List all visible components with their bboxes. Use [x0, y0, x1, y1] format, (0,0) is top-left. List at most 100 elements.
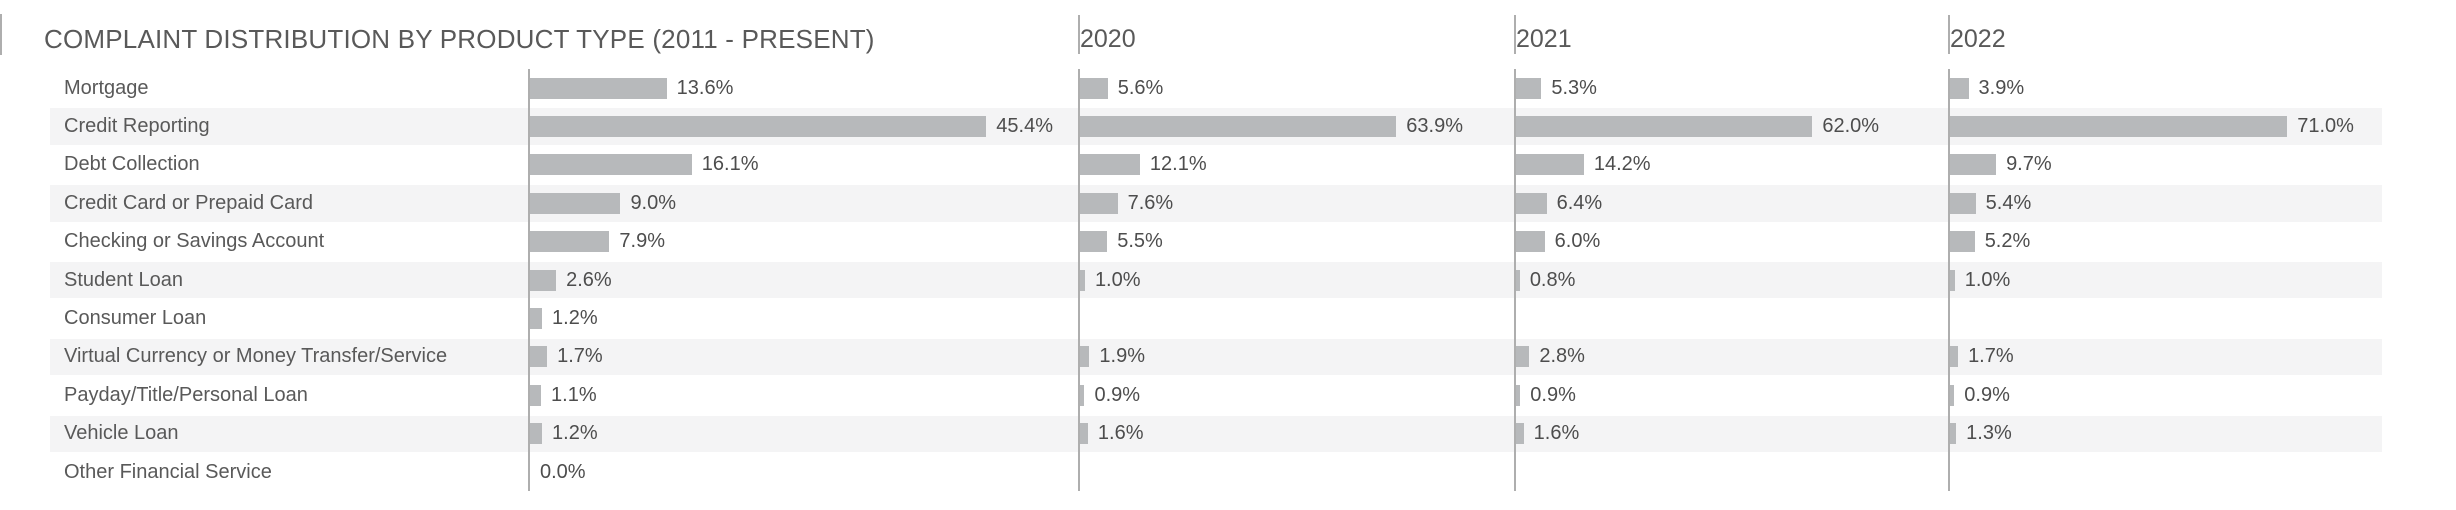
bar[interactable]: [1950, 77, 1969, 99]
chart-cell: 12.1%: [1078, 145, 1514, 185]
bar[interactable]: [1950, 116, 2288, 138]
value-label: 2.8%: [1539, 345, 1585, 368]
bar[interactable]: [1080, 192, 1118, 214]
chart-cell: 7.6%: [1078, 184, 1514, 223]
bar[interactable]: [1080, 384, 1085, 406]
chart-cell: 14.2%: [1514, 145, 1948, 185]
chart-cell: 1.2%: [528, 414, 1078, 453]
value-label: 1.2%: [552, 422, 598, 445]
category-label: Payday/Title/Personal Loan: [64, 383, 308, 406]
bar[interactable]: [530, 192, 621, 214]
chart-cell: 1.1%: [528, 376, 1078, 415]
chart-cell: 0.9%: [1514, 376, 1948, 415]
bar[interactable]: [530, 269, 557, 291]
table-row: Vehicle Loan 1.2% 1.6% 1.6% 1.3%: [0, 414, 2456, 453]
bar[interactable]: [1516, 116, 1813, 138]
value-label: 6.4%: [1556, 191, 1603, 214]
value-label: 3.9%: [1978, 76, 2025, 99]
value-label: 1.7%: [1968, 345, 2014, 368]
bar[interactable]: [1080, 269, 1085, 291]
chart-cell: 1.2%: [528, 299, 1078, 338]
bar[interactable]: [1516, 231, 1545, 253]
bar[interactable]: [1950, 423, 1957, 445]
bar[interactable]: [530, 154, 692, 176]
bar[interactable]: [1950, 269, 1955, 291]
bar[interactable]: [1516, 77, 1542, 99]
value-label: 45.4%: [996, 115, 1053, 138]
category-label: Consumer Loan: [64, 307, 207, 330]
table-row: Checking or Savings Account 7.9% 5.5% 6.0% 5…: [0, 222, 2456, 261]
chart-cell: 16.1%: [528, 145, 1078, 185]
value-label: 5.5%: [1117, 230, 1163, 253]
chart-cell: 7.9%: [528, 222, 1078, 261]
table-row: Credit Reporting 45.4% 63.9% 62.0% 71.0%: [0, 107, 2456, 146]
chart-header-row: COMPLAINT DISTRIBUTION BY PRODUCT TYPE (…: [0, 0, 2456, 69]
bar[interactable]: [1080, 154, 1140, 176]
value-label: 6.0%: [1554, 230, 1601, 253]
value-label: 1.2%: [552, 307, 598, 330]
category-label: Checking or Savings Account: [64, 230, 325, 253]
chart-cell: [1948, 299, 2382, 338]
chart-cell: 0.9%: [1948, 376, 2382, 415]
bar[interactable]: [1516, 192, 1547, 214]
bar[interactable]: [530, 346, 548, 368]
chart-cell: 1.7%: [1948, 337, 2382, 377]
category-label: Mortgage: [64, 76, 149, 99]
chart-cell: 5.3%: [1514, 69, 1948, 108]
value-label: 1.1%: [551, 383, 597, 406]
chart-cell: 0.9%: [1078, 376, 1514, 415]
bar[interactable]: [1950, 384, 1955, 406]
bar[interactable]: [1516, 346, 1530, 368]
chart-cell: 1.6%: [1514, 414, 1948, 453]
bar[interactable]: [530, 116, 987, 138]
value-label: 5.2%: [1984, 230, 2031, 253]
bar[interactable]: [1950, 154, 1997, 176]
chart-cell: 0.0%: [528, 452, 1078, 492]
column-header-2021: 2021: [1514, 15, 1948, 54]
category-label: Vehicle Loan: [64, 422, 179, 445]
bar[interactable]: [1516, 269, 1520, 291]
value-label: 71.0%: [2297, 115, 2354, 138]
value-label: 1.6%: [1533, 422, 1580, 445]
value-label: 1.0%: [1964, 268, 2011, 291]
bar[interactable]: [530, 77, 667, 99]
bar[interactable]: [1516, 423, 1524, 445]
chart-cell: 9.0%: [528, 184, 1078, 223]
bar[interactable]: [1080, 346, 1090, 368]
value-label: 12.1%: [1149, 153, 1207, 176]
table-row: Virtual Currency or Money Transfer/Servi…: [0, 337, 2456, 377]
chart-cell: 71.0%: [1948, 107, 2382, 146]
value-label: 7.6%: [1127, 191, 1174, 214]
value-label: 16.1%: [701, 153, 759, 176]
bar[interactable]: [1080, 423, 1088, 445]
bar[interactable]: [1080, 77, 1108, 99]
chart-cell: 1.6%: [1078, 414, 1514, 453]
bar[interactable]: [1950, 346, 1959, 368]
chart-cell: 1.0%: [1948, 260, 2382, 300]
bar[interactable]: [1080, 231, 1108, 253]
bar[interactable]: [1080, 116, 1397, 138]
bar[interactable]: [530, 423, 543, 445]
column-header-2020: 2020: [1078, 15, 1514, 54]
value-label: 9.7%: [2006, 153, 2052, 176]
bar[interactable]: [530, 384, 542, 406]
chart-cell: 1.7%: [528, 337, 1078, 377]
bar[interactable]: [530, 308, 543, 330]
value-label: 0.9%: [1964, 383, 2010, 406]
chart-cell: [1948, 452, 2382, 492]
chart-cell: 13.6%: [528, 69, 1078, 108]
bar[interactable]: [1950, 192, 1976, 214]
bar[interactable]: [1950, 231, 1975, 253]
bar[interactable]: [1516, 384, 1521, 406]
bar[interactable]: [1516, 154, 1584, 176]
value-label: 7.9%: [619, 230, 665, 253]
category-label: Debt Collection: [64, 153, 200, 176]
chart-cell: 2.6%: [528, 260, 1078, 300]
chart-cell: [1078, 452, 1514, 492]
chart-cell: 2.8%: [1514, 337, 1948, 377]
chart-cell: 0.8%: [1514, 260, 1948, 300]
bar[interactable]: [530, 231, 610, 253]
chart-cell: [1514, 299, 1948, 338]
value-label: 5.3%: [1551, 76, 1597, 99]
